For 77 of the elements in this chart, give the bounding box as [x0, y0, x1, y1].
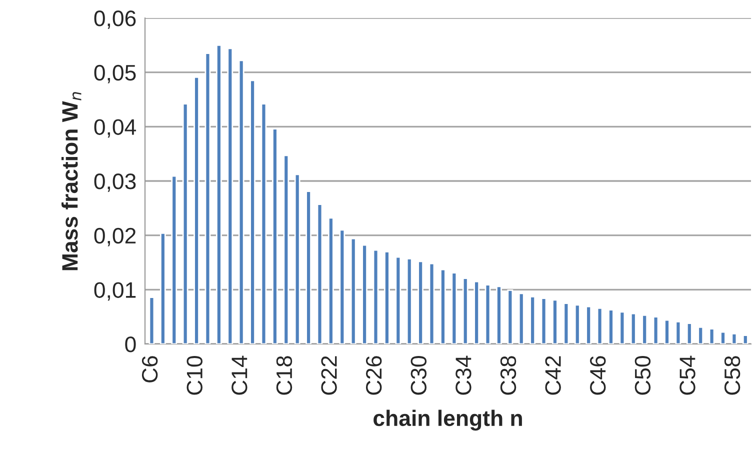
bar [686, 322, 692, 344]
bar [664, 319, 670, 344]
bar [216, 44, 222, 344]
bar [440, 268, 446, 344]
bar [316, 204, 323, 344]
bar [339, 229, 346, 344]
y-tick-label: 0,03 [94, 174, 136, 192]
x-tick-label: C54 [680, 356, 696, 395]
bar [362, 244, 368, 344]
y-tick-label: 0,06 [94, 10, 136, 29]
y-tick-label: 0 [125, 336, 136, 352]
bar [294, 174, 300, 344]
x-tick-label: C26 [366, 356, 382, 395]
x-tick-label: C34 [456, 356, 472, 395]
x-tick-label: C6 [142, 356, 158, 382]
x-tick-label: C38 [500, 356, 516, 395]
bar [238, 60, 244, 344]
y-tick-label: 0,04 [94, 119, 136, 138]
x-tick-label: C30 [410, 356, 427, 395]
bar [608, 309, 614, 344]
x-tick-label: C50 [634, 356, 651, 395]
bar [395, 256, 402, 344]
bar [630, 312, 636, 344]
bar [563, 302, 570, 344]
bar [194, 76, 200, 344]
bar [227, 48, 234, 344]
bar [586, 306, 592, 344]
bar [406, 258, 412, 344]
bar [283, 154, 290, 344]
bar [652, 316, 659, 344]
x-tick-label: C18 [276, 356, 292, 395]
bar [384, 250, 390, 344]
bar [518, 292, 524, 344]
bar [731, 332, 738, 344]
x-axis-title: chain length n [374, 410, 522, 431]
bar [171, 175, 178, 344]
bar [474, 280, 480, 344]
bar [484, 284, 491, 344]
y-tick-label: 0,02 [94, 228, 136, 246]
bar [742, 334, 748, 344]
y-axis-title: Mass fraction W$_{n}$ [61, 92, 82, 270]
x-tick-label: C42 [545, 356, 561, 395]
bar [496, 286, 502, 344]
bar [350, 238, 356, 344]
bar [642, 314, 648, 344]
bar [250, 80, 256, 344]
bar [698, 326, 704, 344]
bar [530, 296, 536, 344]
y-tick-label: 0,01 [94, 282, 136, 301]
bar [708, 328, 715, 344]
x-tick-label: C22 [321, 356, 337, 395]
bar [619, 311, 626, 344]
bar [260, 103, 267, 344]
bar [182, 103, 188, 344]
bar [160, 232, 166, 344]
y-tick-label: 0,05 [94, 64, 136, 84]
bar [204, 52, 211, 344]
bar [148, 296, 155, 344]
bar [272, 128, 278, 344]
bar [372, 249, 379, 344]
x-tick-label: C14 [232, 356, 248, 395]
bar [462, 278, 468, 344]
bar [328, 217, 334, 344]
bar [720, 331, 726, 344]
bar [306, 190, 312, 344]
x-tick-label: C58 [724, 356, 740, 395]
x-tick-label: C46 [590, 356, 606, 395]
x-tick-label: C10 [186, 356, 202, 395]
bar [418, 260, 424, 344]
bar [675, 321, 682, 344]
bar [428, 262, 435, 344]
bar [574, 304, 580, 344]
bar [507, 290, 514, 344]
bar [451, 272, 458, 344]
bar [596, 307, 603, 344]
bar [552, 299, 558, 344]
bar [540, 298, 547, 344]
